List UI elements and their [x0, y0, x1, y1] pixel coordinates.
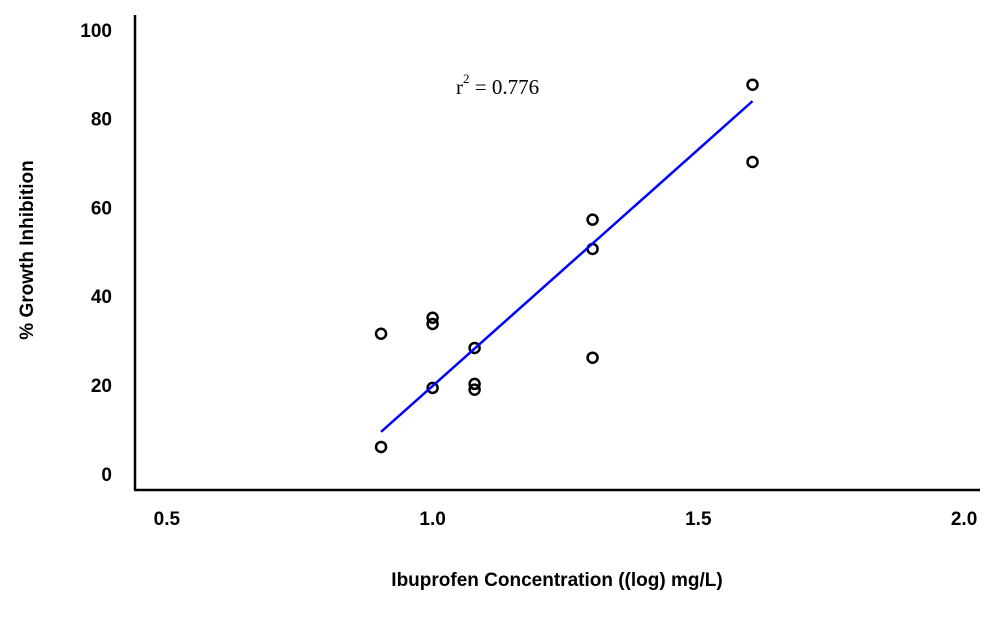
y-tick-label: 0	[101, 465, 112, 486]
data-point	[426, 311, 439, 325]
y-axis-label: % Growth Inhibition	[17, 160, 38, 339]
annotation: r2 = 0.776	[456, 71, 539, 99]
data-point	[468, 341, 481, 355]
x-tick-label: 1.5	[685, 509, 712, 530]
data-point	[426, 381, 439, 395]
data-point	[374, 327, 388, 340]
regression-line	[380, 100, 754, 433]
data-point	[426, 317, 439, 331]
y-tick-label: 40	[91, 287, 112, 308]
y-tick-label: 80	[91, 110, 112, 131]
data-point	[586, 213, 599, 226]
data-point	[468, 377, 481, 391]
y-tick-label: 60	[91, 198, 112, 219]
x-tick-label: 0.5	[154, 509, 181, 530]
data-point	[746, 155, 759, 169]
y-tick-label: 100	[80, 21, 112, 42]
x-axis-label: Ibuprofen Concentration ((log) mg/L)	[391, 570, 722, 591]
x-tick-label: 1.0	[419, 509, 445, 530]
x-tick-label: 2.0	[951, 509, 977, 530]
data-point	[586, 351, 599, 364]
data-point	[746, 78, 759, 91]
data-point	[468, 383, 481, 396]
y-tick-label: 20	[91, 376, 112, 397]
data-point	[374, 440, 388, 454]
